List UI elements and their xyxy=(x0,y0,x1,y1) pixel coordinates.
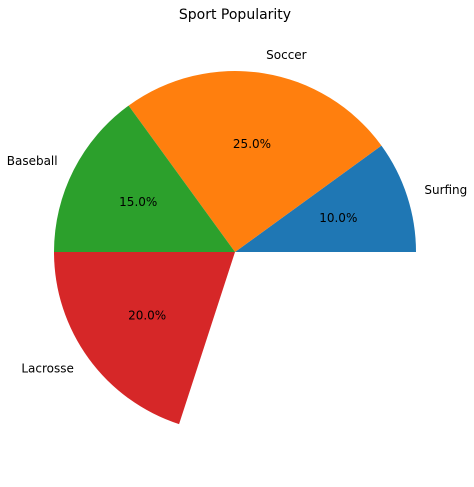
slice-label: Surfing xyxy=(424,183,467,197)
pie-slice xyxy=(235,145,416,252)
value-label: 10.0% xyxy=(319,211,357,225)
value-label: 20.0% xyxy=(128,308,166,322)
pie-slice xyxy=(128,71,382,252)
value-label: 25.0% xyxy=(233,137,271,151)
value-label: 15.0% xyxy=(119,195,157,209)
slice-label: Lacrosse xyxy=(21,362,74,376)
pie-slice xyxy=(54,252,235,425)
chart-title: Sport Popularity xyxy=(179,7,291,23)
slice-label: Baseball xyxy=(7,154,58,168)
pie-slice xyxy=(53,105,235,252)
slice-label: Soccer xyxy=(266,48,307,62)
